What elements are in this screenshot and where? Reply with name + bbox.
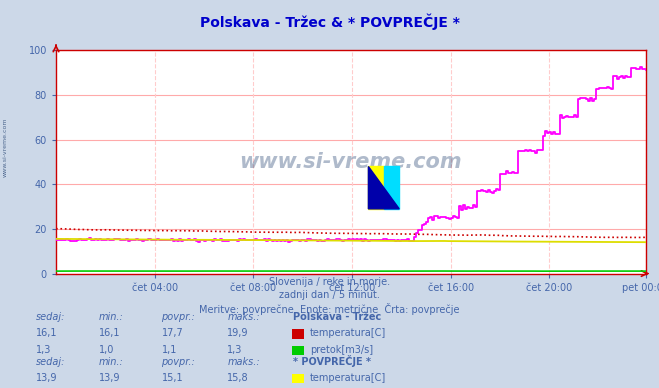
Bar (368, 166, 384, 209)
Text: povpr.:: povpr.: (161, 312, 195, 322)
Text: sedaj:: sedaj: (36, 357, 66, 367)
Text: www.si-vreme.com: www.si-vreme.com (240, 152, 462, 172)
Text: 13,9: 13,9 (99, 373, 121, 383)
Text: 15,8: 15,8 (227, 373, 249, 383)
Text: Polskava - Tržec & * POVPREČJE *: Polskava - Tržec & * POVPREČJE * (200, 14, 459, 30)
Text: min.:: min.: (99, 312, 124, 322)
Text: 16,1: 16,1 (36, 328, 58, 338)
Text: temperatura[C]: temperatura[C] (310, 328, 386, 338)
Text: Polskava - Tržec: Polskava - Tržec (293, 312, 382, 322)
Text: 1,0: 1,0 (99, 345, 114, 355)
Text: temperatura[C]: temperatura[C] (310, 373, 386, 383)
Text: * POVPREČJE *: * POVPREČJE * (293, 355, 371, 367)
Text: pretok[m3/s]: pretok[m3/s] (310, 345, 373, 355)
Text: 1,3: 1,3 (36, 345, 51, 355)
Text: 1,3: 1,3 (227, 345, 243, 355)
Bar (384, 166, 399, 209)
Text: Slovenija / reke in morje.: Slovenija / reke in morje. (269, 277, 390, 288)
Text: povpr.:: povpr.: (161, 357, 195, 367)
Text: maks.:: maks.: (227, 312, 260, 322)
Text: 16,1: 16,1 (99, 328, 121, 338)
Text: Meritve: povprečne  Enote: metrične  Črta: povprečje: Meritve: povprečne Enote: metrične Črta:… (199, 303, 460, 315)
Text: zadnji dan / 5 minut.: zadnji dan / 5 minut. (279, 290, 380, 300)
Text: maks.:: maks.: (227, 357, 260, 367)
Text: min.:: min.: (99, 357, 124, 367)
Polygon shape (368, 166, 399, 209)
Text: 1,1: 1,1 (161, 345, 177, 355)
Text: 13,9: 13,9 (36, 373, 58, 383)
Text: 15,1: 15,1 (161, 373, 183, 383)
Text: sedaj:: sedaj: (36, 312, 66, 322)
Text: www.si-vreme.com: www.si-vreme.com (3, 118, 8, 177)
Text: 17,7: 17,7 (161, 328, 183, 338)
Text: 19,9: 19,9 (227, 328, 249, 338)
